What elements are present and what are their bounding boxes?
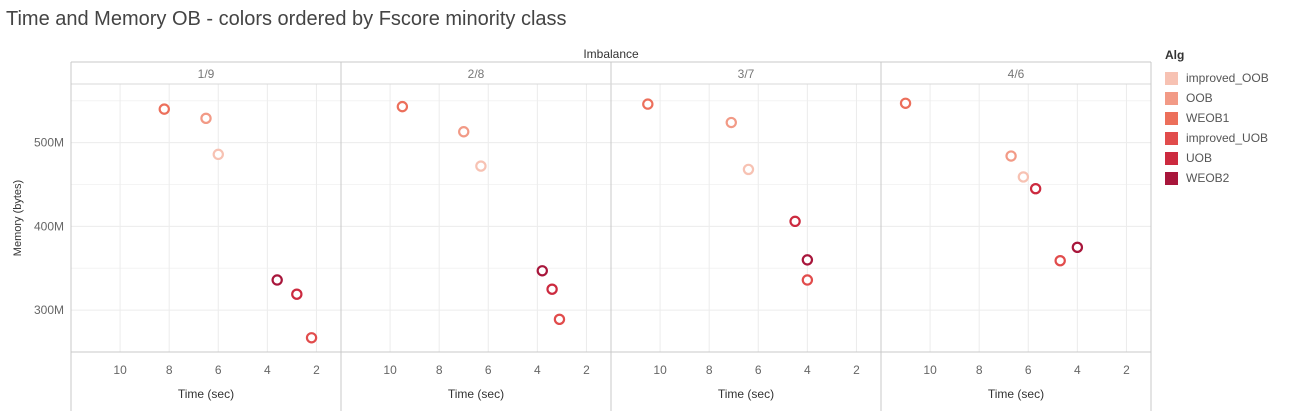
- facet-label: 1/9: [198, 67, 215, 81]
- legend-label: improved_UOB: [1186, 131, 1269, 145]
- y-axis-label: Memory (bytes): [12, 180, 24, 256]
- data-point: [458, 126, 470, 138]
- data-point: [200, 112, 212, 125]
- x-tick-label: 2: [1123, 363, 1130, 377]
- data-point: [553, 313, 566, 326]
- y-tick-label: 500M: [34, 136, 64, 150]
- facet-label: 3/7: [738, 67, 755, 81]
- legend-item[interactable]: improved_UOB: [1165, 128, 1269, 148]
- x-axis-label: Time (sec): [988, 387, 1044, 401]
- x-axis-label: Time (sec): [178, 387, 234, 401]
- data-point: [536, 265, 548, 277]
- facet-label: 2/8: [468, 67, 485, 81]
- x-axis-label: Time (sec): [448, 387, 504, 401]
- data-point: [725, 116, 737, 129]
- x-tick-label: 4: [804, 363, 811, 377]
- legend-swatch: [1165, 111, 1178, 125]
- scatter-plot: Imbalance Memory (bytes) 300M 400M 500M 10 8 6 4…: [12, 47, 1152, 411]
- data-point: [742, 163, 755, 176]
- x-tick-label: 8: [976, 363, 983, 377]
- points-layer: [158, 97, 1084, 344]
- facet-label: 4/6: [1008, 67, 1025, 81]
- data-point: [475, 160, 487, 172]
- x-tick-label: 2: [313, 363, 320, 377]
- legend-swatch: [1165, 151, 1178, 165]
- data-point: [291, 288, 303, 300]
- frame-layer: [70, 61, 1152, 411]
- legend-label: OOB: [1186, 91, 1213, 105]
- x-tick-label: 10: [923, 363, 937, 377]
- x-tick-label: 4: [534, 363, 541, 377]
- legend-item[interactable]: WEOB1: [1165, 108, 1269, 128]
- x-tick-label: 6: [1025, 363, 1032, 377]
- data-point: [899, 97, 912, 109]
- x-tick-label: 8: [706, 363, 713, 377]
- x-tick-label: 10: [113, 363, 127, 377]
- legend-label: UOB: [1186, 151, 1213, 165]
- x-tick-label: 6: [755, 363, 762, 377]
- x-tick-label: 4: [264, 363, 271, 377]
- legend-swatch: [1165, 91, 1178, 105]
- legend-item[interactable]: WEOB2: [1165, 168, 1269, 188]
- legend-swatch: [1165, 131, 1178, 145]
- data-point: [271, 274, 283, 286]
- data-point: [1017, 171, 1030, 183]
- axes-layer: Imbalance Memory (bytes) 300M 400M 500M 10 8 6 4…: [12, 47, 1130, 401]
- legend-item[interactable]: OOB: [1165, 88, 1269, 108]
- data-point: [1029, 182, 1042, 195]
- x-axis-label: Time (sec): [718, 387, 774, 401]
- legend-item[interactable]: UOB: [1165, 148, 1269, 168]
- y-tick-label: 400M: [34, 219, 64, 233]
- x-tick-label: 4: [1074, 363, 1081, 377]
- legend-label: improved_OOB: [1186, 71, 1269, 85]
- legend-label: WEOB2: [1186, 171, 1230, 185]
- x-tick-label: 2: [853, 363, 860, 377]
- y-tick-label: 300M: [34, 303, 64, 317]
- data-point: [305, 332, 318, 344]
- data-point: [789, 215, 801, 228]
- x-tick-label: 10: [653, 363, 667, 377]
- legend-title: Alg: [1165, 48, 1185, 62]
- data-point: [642, 98, 654, 110]
- x-tick-label: 6: [485, 363, 492, 377]
- x-tick-label: 10: [383, 363, 397, 377]
- data-point: [801, 254, 814, 266]
- data-point: [396, 100, 409, 113]
- facet-header: Imbalance: [583, 47, 639, 61]
- legend: Alg improved_OOB OOB WEOB1 improved_UOB UOB W…: [1165, 48, 1269, 188]
- data-point: [1054, 255, 1066, 267]
- legend-label: WEOB1: [1186, 111, 1230, 125]
- legend-items: improved_OOB OOB WEOB1 improved_UOB UOB WEOB2: [1165, 68, 1269, 188]
- data-point: [212, 148, 224, 161]
- x-tick-label: 2: [583, 363, 590, 377]
- data-point: [1005, 150, 1017, 162]
- data-point: [158, 103, 170, 115]
- x-tick-label: 6: [215, 363, 222, 377]
- legend-item[interactable]: improved_OOB: [1165, 68, 1269, 88]
- data-point: [1071, 241, 1084, 254]
- x-tick-label: 8: [436, 363, 443, 377]
- data-point: [801, 274, 814, 286]
- chart-title: Time and Memory OB - colors ordered by F…: [6, 8, 567, 30]
- data-point: [546, 283, 558, 295]
- legend-swatch: [1165, 171, 1178, 185]
- legend-swatch: [1165, 71, 1178, 85]
- x-tick-label: 8: [166, 363, 173, 377]
